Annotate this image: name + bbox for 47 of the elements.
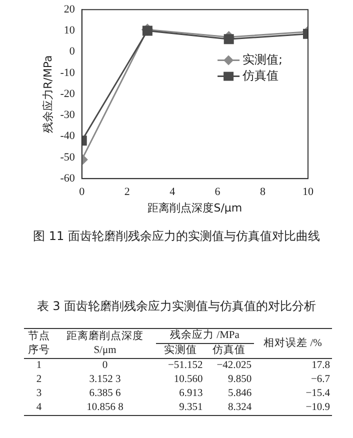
text: 8.324: [226, 401, 253, 415]
x-tick-label: 0: [79, 186, 86, 198]
y-tick-label: -20: [60, 88, 76, 100]
text: 5.846: [226, 387, 253, 401]
text: −42.025: [216, 359, 253, 373]
text: 实测值: [156, 344, 205, 358]
y-tick-label: 10: [64, 24, 76, 37]
text: 9.351: [178, 401, 204, 415]
text: 仿真值: [204, 344, 254, 358]
text: 6.913: [178, 387, 204, 401]
y-tick-label: -30: [60, 109, 76, 122]
text: 9.850: [226, 373, 253, 387]
text: −10.9: [304, 401, 331, 415]
text: 节点序号: [27, 329, 51, 358]
text: 相对误差 /%: [262, 336, 323, 350]
y-axis-title: 残余应力R/MPa: [41, 55, 54, 133]
text: 残余应力 /MPa: [169, 328, 240, 343]
x-tick-label: 4: [170, 186, 176, 198]
y-tick-label: -40: [60, 130, 76, 142]
x-tick-label: 2: [124, 186, 130, 198]
text: 距离磨削点深度 S/μm: [65, 329, 144, 358]
text: 6.385 6: [88, 387, 122, 401]
text: 3: [35, 387, 43, 401]
y-tick-label: -60: [60, 172, 76, 184]
y-tick-label: 20: [64, 3, 76, 16]
text: 表 3 面齿轮磨削残余应力实测值与仿真值的对比分析: [36, 298, 318, 315]
x-tick-label: 8: [260, 186, 266, 198]
y-tick-label: 0: [69, 46, 76, 58]
y-tick-label: -50: [60, 151, 76, 164]
text: 1: [35, 359, 43, 373]
text: −6.7: [310, 373, 331, 387]
legend-label: 实测值;: [242, 52, 283, 66]
y-tick-label: -10: [60, 66, 76, 79]
legend-label: 仿真值: [242, 68, 279, 82]
text: −15.4: [304, 387, 331, 401]
text: 17.8: [310, 359, 331, 373]
text: 10.856 8: [86, 401, 124, 415]
text: 2: [35, 373, 43, 387]
x-tick-label: 10: [302, 186, 314, 198]
text: 0: [101, 359, 109, 373]
text: 10.560: [172, 373, 204, 387]
caption: 图 11 面齿轮磨削残余应力的实测值与仿真值对比曲线: [32, 228, 321, 245]
x-tick-label: 6: [214, 186, 221, 198]
text: 3.152 3: [88, 373, 122, 387]
text: −51.152: [166, 359, 204, 373]
x-axis-title: 距离削点深度S/μm: [148, 201, 242, 214]
text: 4: [35, 401, 43, 415]
